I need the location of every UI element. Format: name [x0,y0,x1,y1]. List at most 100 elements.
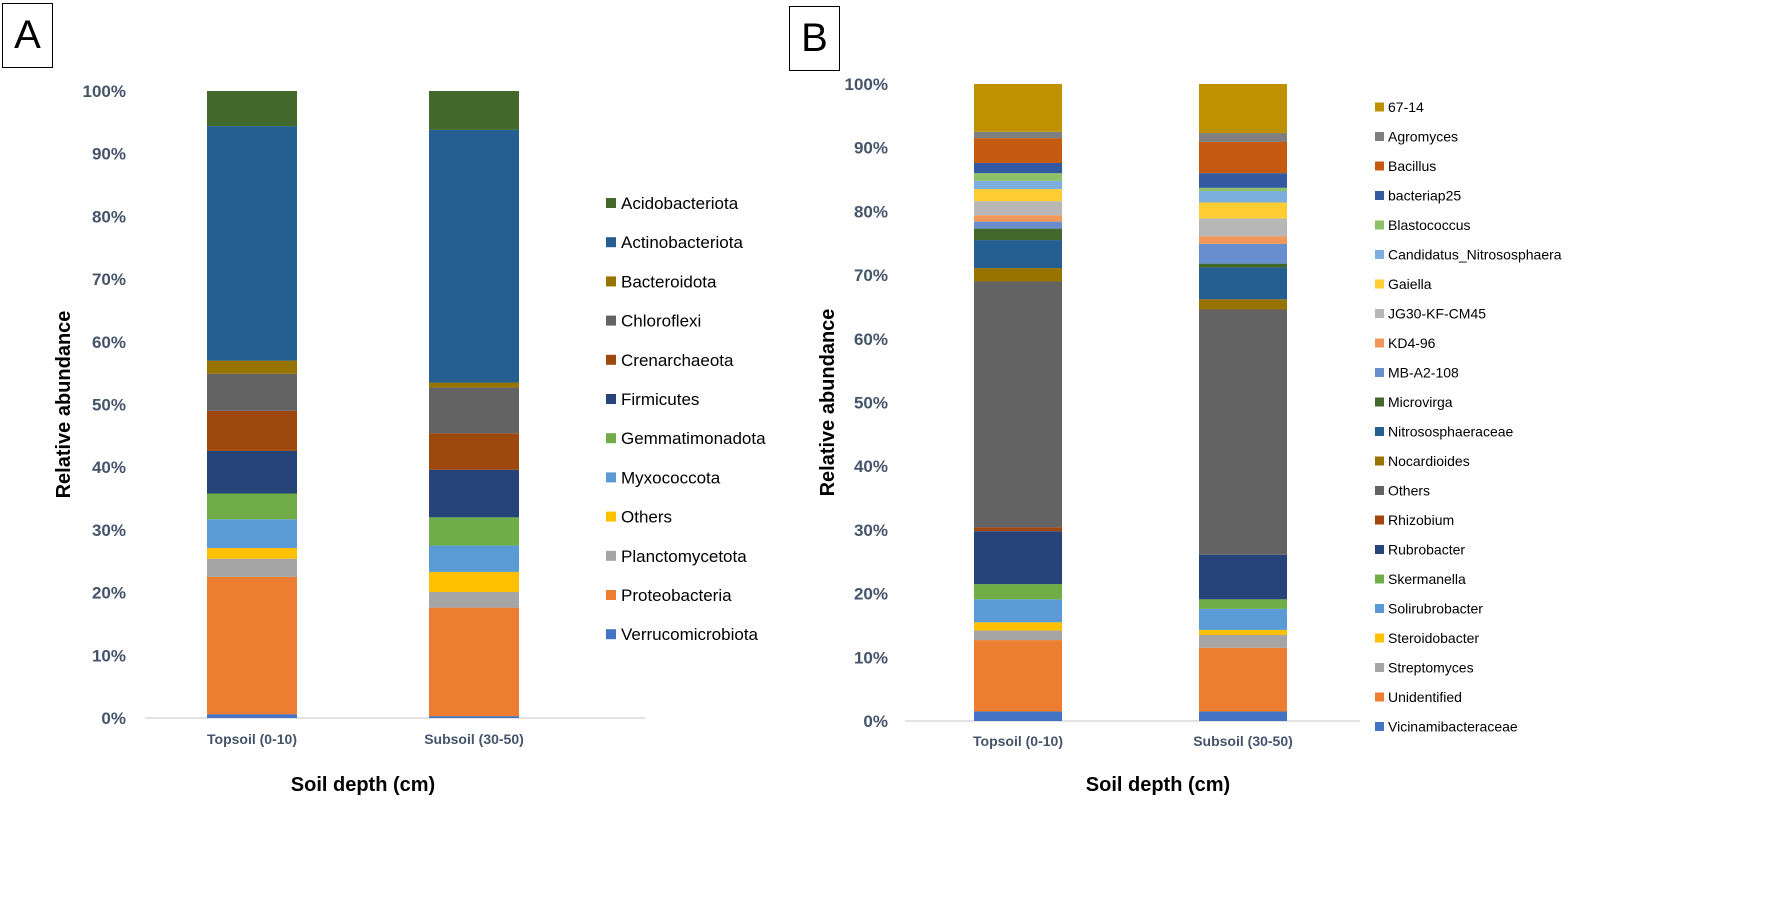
bar-segment-firmicutes-topsoil [207,450,297,494]
bar-segment-nitrososphaeraceae-topsoil [974,240,1062,269]
y-tick-label: 50% [92,396,126,415]
legend-label-gaiella: Gaiella [1388,276,1432,292]
legend-label-planctomycetota: Planctomycetota [621,547,747,566]
legend-label-rubrobacter: Rubrobacter [1388,542,1465,558]
y-tick-label: 20% [92,584,126,603]
bar-segment-solirubrobacter-topsoil [974,599,1062,623]
legend-swatch-kd4-96 [1375,338,1384,348]
legend-label-solirubrobacter: Solirubrobacter [1388,601,1483,617]
bar-segment-streptomyces-topsoil [974,630,1062,641]
bar-segment-acidobacteriota-topsoil [207,91,297,127]
legend-swatch-nitrososphaeraceae [1375,427,1384,436]
panel-label-a: A [2,3,53,68]
legend-swatch-mb-a2-108 [1375,368,1384,377]
y-tick-label: 100% [845,75,888,94]
legend-swatch-myxococcota [606,472,616,483]
legend-label-mb-a2-108: MB-A2-108 [1388,365,1459,381]
legend-label-crenarchaeota: Crenarchaeota [621,351,734,370]
legend-label-chloroflexi: Chloroflexi [621,312,701,331]
y-tick-label: 40% [92,458,126,477]
bar-segment-microvirga-topsoil [974,228,1062,241]
legend-label-proteobacteria: Proteobacteria [621,586,732,605]
y-tick-label: 10% [92,646,126,665]
legend-swatch-blastococcus [1375,220,1384,230]
y-tick-label: 50% [854,394,888,413]
x-category-label: Subsoil (30-50) [1193,733,1293,749]
bar-segment-67-14-subsoil [1199,84,1287,134]
legend-swatch-chloroflexi [606,315,616,326]
bar-segment-verrucomicrobiota-subsoil [429,716,519,718]
bar-segment-bacteroidota-subsoil [429,382,519,388]
legend-swatch-skermanella [1375,574,1384,584]
legend-swatch-gemmatimonadota [606,433,616,444]
x-axis-title: Soil depth (cm) [291,774,435,796]
legend-swatch-streptomyces [1375,663,1384,672]
legend-label-streptomyces: Streptomyces [1388,660,1474,676]
legend-swatch-actinobacteriota [606,237,616,248]
bar-segment-nitrososphaeraceae-subsoil [1199,267,1287,300]
legend-label-steroidobacter: Steroidobacter [1388,630,1479,646]
bar-segment-streptomyces-subsoil [1199,635,1287,648]
bar-segment-planctomycetota-topsoil [207,558,297,577]
bar-segment-bacteroidota-topsoil [207,360,297,374]
legend-label-agromyces: Agromyces [1388,129,1458,145]
bar-segment-mb-a2-108-subsoil [1199,243,1287,264]
bar-segment-skermanella-topsoil [974,584,1062,600]
legend-swatch-67-14 [1375,102,1384,112]
y-tick-label: 0% [101,709,126,728]
legend-swatch-microvirga [1375,397,1384,407]
legend-swatch-agromyces [1375,132,1384,141]
y-tick-label: 70% [92,270,126,289]
legend-label-rhizobium: Rhizobium [1388,512,1454,528]
bar-segment-chloroflexi-topsoil [207,373,297,411]
legend-label-candidatus-nitrososphaera: Candidatus_Nitrososphaera [1388,247,1562,263]
legend-label-unidentified: Unidentified [1388,689,1462,705]
legend-swatch-verrucomicrobiota [606,629,616,640]
bar-segment-proteobacteria-subsoil [429,607,519,717]
bar-segment-acidobacteriota-subsoil [429,91,519,130]
bar-segment-gaiella-topsoil [974,189,1062,202]
y-tick-label: 0% [863,712,888,731]
y-tick-label: 30% [854,521,888,540]
legend-swatch-proteobacteria [606,590,616,600]
y-tick-label: 90% [92,145,126,164]
bar-segment-firmicutes-subsoil [429,469,519,518]
legend-swatch-crenarchaeota [606,354,616,365]
y-tick-label: 60% [92,333,126,352]
bar-segment-crenarchaeota-subsoil [429,433,519,470]
bar-segment-bacillus-subsoil [1199,141,1287,174]
bar-segment-verrucomicrobiota-topsoil [207,714,297,718]
bar-segment-candidatus-nitrososphaera-subsoil [1199,191,1287,203]
legend-swatch-bacteriap25 [1375,191,1384,200]
legend-swatch-unidentified [1375,692,1384,702]
legend-label-verrucomicrobiota: Verrucomicrobiota [621,625,759,644]
legend-label-others: Others [1388,483,1430,499]
bar-segment-crenarchaeota-topsoil [207,410,297,451]
legend-swatch-jg30-kf-cm45 [1375,309,1384,318]
legend-swatch-gaiella [1375,279,1384,289]
bar-segment-gemmatimonadota-topsoil [207,493,297,520]
y-tick-label: 80% [92,207,126,226]
legend-swatch-acidobacteriota [606,198,616,208]
legend-label-nitrososphaeraceae: Nitrososphaeraceae [1388,424,1514,440]
bar-segment-mb-a2-108-topsoil [974,221,1062,229]
bar-segment-jg30-kf-cm45-topsoil [974,201,1062,216]
legend-label-67-14: 67-14 [1388,99,1424,115]
legend-label-skermanella: Skermanella [1388,571,1466,587]
y-tick-label: 10% [854,648,888,667]
x-category-label: Subsoil (30-50) [424,731,524,747]
bar-segment-67-14-topsoil [974,84,1062,132]
legend-label-others: Others [621,508,672,527]
legend-label-gemmatimonadota: Gemmatimonadota [621,429,766,448]
legend-label-acidobacteriota: Acidobacteriota [621,194,739,213]
legend-label-nocardioides: Nocardioides [1388,453,1470,469]
bar-segment-kd4-96-subsoil [1199,236,1287,244]
y-tick-label: 20% [854,585,888,604]
bar-segment-bacteriap25-topsoil [974,162,1062,174]
bar-segment-others-subsoil [1199,309,1287,555]
legend-swatch-rubrobacter [1375,545,1384,554]
bar-segment-myxococcota-subsoil [429,545,519,572]
bar-segment-vicinamibacteraceae-topsoil [974,711,1062,721]
bar-segment-planctomycetota-subsoil [429,591,519,608]
